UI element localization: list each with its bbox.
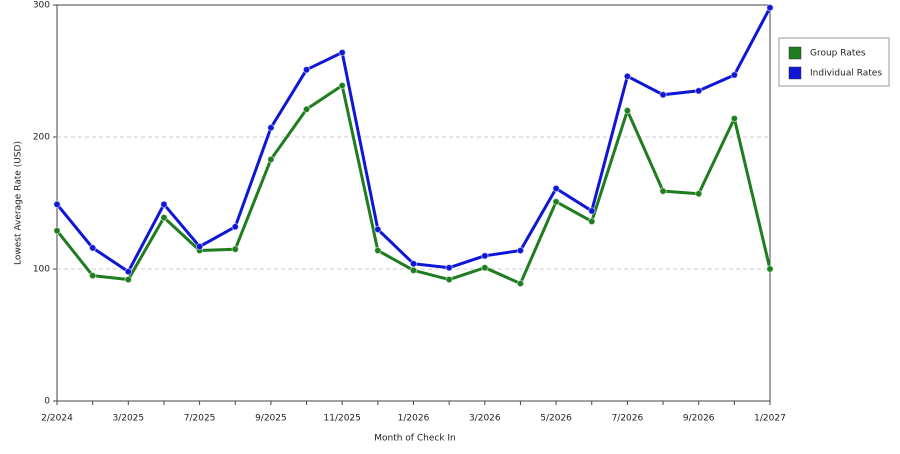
x-tick-label: 1/2026: [398, 414, 430, 424]
series-line: [55, 84, 772, 286]
x-tick-label: 11/2025: [324, 414, 361, 424]
x-tick-label: 9/2025: [255, 414, 287, 424]
x-tick-label: 7/2026: [612, 414, 644, 424]
data-point: [659, 187, 667, 195]
data-point: [481, 252, 489, 260]
data-point: [409, 260, 418, 268]
legend-swatch: [788, 46, 802, 60]
data-point: [338, 81, 346, 90]
data-point: [302, 65, 311, 74]
data-point: [730, 71, 739, 79]
legend-label: Group Rates: [810, 49, 866, 59]
data-point: [124, 267, 133, 276]
x-tick-label: 7/2025: [184, 414, 216, 424]
data-point: [195, 242, 204, 251]
data-point: [623, 72, 632, 80]
legend-label: Individual Rates: [810, 69, 882, 79]
data-point: [695, 190, 703, 198]
data-point: [231, 245, 239, 253]
series-line: [55, 6, 772, 274]
y-tick-label: 0: [44, 397, 50, 407]
data-point: [267, 124, 275, 132]
data-point: [516, 279, 525, 288]
data-point: [409, 266, 418, 275]
data-point: [302, 105, 311, 113]
x-tick-label: 3/2026: [469, 414, 501, 424]
data-point: [231, 223, 239, 231]
data-point: [588, 217, 596, 226]
y-tick-label: 100: [33, 265, 50, 275]
x-tick-label: 1/2027: [754, 414, 786, 424]
data-point: [730, 114, 739, 123]
x-tick-label: 2/2024: [41, 414, 73, 424]
data-point: [552, 184, 560, 193]
data-point: [53, 200, 61, 209]
data-point: [623, 106, 632, 115]
x-axis-label: Month of Check In: [374, 434, 456, 444]
data-point: [338, 48, 346, 57]
legend-swatch: [788, 66, 802, 80]
data-point: [766, 265, 774, 273]
data-point: [445, 263, 453, 272]
x-tick-label: 5/2026: [540, 414, 572, 424]
data-point: [124, 275, 133, 284]
data-point: [160, 213, 168, 222]
y-tick-label: 200: [33, 133, 50, 143]
data-point: [53, 227, 61, 235]
x-tick-label: 3/2025: [112, 414, 144, 424]
data-point: [695, 87, 703, 95]
data-point: [88, 244, 97, 252]
data-point: [552, 197, 560, 206]
data-point: [766, 3, 774, 12]
data-point: [160, 200, 168, 209]
y-tick-label: 300: [33, 1, 50, 11]
data-point: [445, 275, 453, 284]
data-point: [516, 246, 525, 255]
data-point: [481, 263, 489, 272]
data-point: [88, 271, 97, 280]
data-point: [659, 91, 667, 99]
data-point: [374, 225, 382, 234]
data-point: [588, 207, 596, 215]
y-axis-label: Lowest Average Rate (USD): [14, 141, 24, 265]
data-point: [374, 246, 382, 255]
x-tick-label: 9/2026: [683, 414, 715, 424]
data-point: [267, 155, 275, 164]
